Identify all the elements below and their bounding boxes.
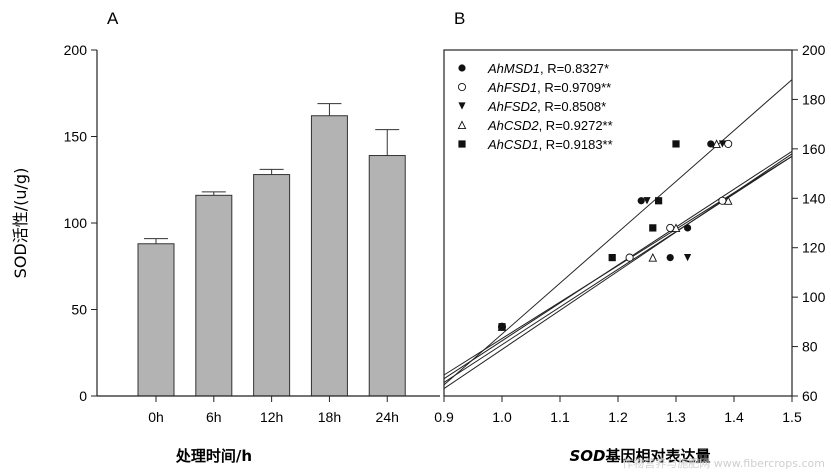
panel-b-legend-entry: AhMSD1, R=0.8327* — [487, 61, 609, 76]
panel-b-x-axis-label: SOD基因相对表达量 — [569, 447, 710, 465]
panel-b-x-tick-label: 1.0 — [492, 409, 512, 425]
panel-b-y-tick-label: 100 — [802, 289, 826, 305]
panel-b-point-AhCSD1 — [672, 140, 680, 148]
panel-b-y-tick-label: 160 — [802, 141, 826, 157]
panel-b-x-tick-label: 0.9 — [434, 409, 454, 425]
panel-b-point-AhFSD2 — [684, 254, 692, 262]
panel-b-legend-r: , R=0.9709** — [537, 80, 611, 95]
panel-b-legend-entry: AhFSD2, R=0.8508* — [487, 99, 606, 114]
panel-b-legend-marker-AhMSD1 — [458, 64, 466, 72]
panel-b-point-AhMSD1 — [707, 140, 715, 148]
panel-a-y-tick-label: 100 — [64, 215, 88, 231]
panel-b-y-tick-label: 180 — [802, 91, 826, 107]
panel-b-x-axis-label-text: 基因相对表达量 — [605, 447, 711, 465]
panel-a-bar-6h — [195, 194, 233, 397]
panel-b-point-AhCSD1 — [608, 254, 616, 262]
panel-b-y-tick-label: 60 — [802, 388, 818, 404]
panel-b-y-tick-label: 140 — [802, 190, 826, 206]
panel-a-label: A — [107, 9, 119, 28]
panel-b-legend-marker-AhCSD2 — [457, 120, 467, 130]
panel-b-point-AhCSD1 — [498, 323, 506, 331]
panel-a-x-tick-label: 0h — [148, 409, 164, 425]
panel-a-y-tick-label: 200 — [64, 42, 88, 58]
panel-b-legend-gene: AhFSD1 — [487, 80, 537, 95]
panel-b-point-AhFSD1 — [724, 139, 733, 148]
watermark-text: 作物营养与施肥网 www.fibercrops.com — [622, 457, 825, 470]
panel-b-point-AhCSD2 — [648, 252, 658, 262]
panel-a-y-tick-label: 150 — [64, 129, 88, 145]
panel-b-regression-line-AhCSD1 — [443, 150, 793, 380]
panel-b-x-axis-label-gene: SOD — [569, 447, 605, 465]
panel-b-point-AhMSD1 — [666, 254, 674, 262]
panel-b-point-AhCSD1 — [649, 224, 657, 232]
panel-a-bar-18h — [310, 115, 348, 397]
panel-a-y-axis-label: SOD活性/(u/g) — [11, 168, 30, 279]
panel-b-point-AhMSD1 — [684, 224, 692, 232]
panel-b-legend-gene: AhMSD1 — [487, 61, 540, 76]
panel-b-point-AhFSD2 — [643, 197, 651, 205]
panel-a-y-tick-label: 0 — [79, 388, 87, 404]
panel-a-bars — [137, 103, 406, 397]
panel-a-x-tick-label: 12h — [260, 409, 283, 425]
panel-a-axes: 0 50 100 150 200 0h 6h 12h 18h 24h — [64, 42, 440, 425]
panel-b-legend: AhMSD1, R=0.8327*AhFSD1, R=0.9709**AhFSD… — [457, 61, 613, 152]
panel-b-legend-entry: AhFSD1, R=0.9709** — [487, 80, 611, 95]
panel-b-legend-r: , R=0.8327* — [540, 61, 609, 76]
panel-b-legend-gene: AhCSD2 — [487, 118, 539, 133]
panel-b-point-AhCSD2 — [671, 223, 681, 232]
panel-b-point-AhFSD2 — [718, 140, 726, 148]
panel-b-x-tick-label: 1.5 — [782, 409, 802, 425]
panel-b-regression-line-AhCSD2 — [443, 155, 793, 376]
panel-b-legend-marker-AhFSD1 — [457, 82, 467, 92]
panel-a-bar-24h — [368, 155, 406, 397]
panel-b-legend-gene: AhFSD2 — [487, 99, 538, 114]
panel-b-legend-gene: AhCSD1 — [487, 137, 539, 152]
panel-b-y-tick-label: 80 — [802, 339, 818, 355]
panel-b-x-tick-label: 1.2 — [608, 409, 628, 425]
panel-b-legend-entry: AhCSD1, R=0.9183** — [487, 137, 613, 152]
panel-b-points — [497, 139, 733, 331]
panel-b-label: B — [454, 9, 465, 28]
panel-b-regression-line-AhMSD1 — [443, 155, 793, 383]
panel-b-axes: 0.9 1.0 1.1 1.2 1.3 1.4 1.560 80 100 120 140 160 180… — [434, 42, 825, 425]
panel-a-x-tick-label: 6h — [206, 409, 222, 425]
panel-b-legend-marker-AhFSD2 — [458, 102, 466, 110]
panel-b-regression-line-AhFSD1 — [443, 79, 793, 386]
panel-b-x-tick-label: 1.1 — [550, 409, 570, 425]
panel-b-legend-r: , R=0.9272** — [539, 118, 613, 133]
panel-b-point-AhMSD1 — [637, 197, 645, 205]
panel-a-bar-0h — [137, 243, 175, 397]
panel-b-regression-lines — [443, 79, 793, 390]
panel-b-point-AhCSD2 — [712, 139, 721, 148]
panel-b: B 0.9 1.0 1.1 1.2 1.3 1.4 1.560 80 100 120 140 160 1… — [434, 9, 825, 465]
panel-a-x-tick-label: 24h — [376, 409, 399, 425]
panel-b-legend-r: , R=0.9183** — [539, 137, 613, 152]
panel-b-point-AhCSD2 — [723, 196, 733, 205]
panel-a-x-tick-label: 18h — [318, 409, 341, 425]
panel-b-legend-r: , R=0.8508* — [537, 99, 606, 114]
panel-b-y-tick-label: 120 — [802, 240, 826, 256]
panel-a-x-axis-label: 处理时间/h — [175, 447, 252, 465]
panel-b-point-AhFSD1 — [625, 253, 634, 262]
panel-b-legend-entry: AhCSD2, R=0.9272** — [487, 118, 613, 133]
panel-a-y-tick-label: 50 — [71, 302, 87, 318]
panel-b-legend-marker-AhCSD1 — [458, 140, 466, 148]
panel-a-bar-12h — [253, 174, 291, 397]
panel-b-x-tick-label: 1.3 — [666, 409, 686, 425]
panel-b-x-tick-label: 1.4 — [724, 409, 744, 425]
panel-b-y-tick-label: 200 — [802, 42, 826, 58]
panel-b-point-AhCSD1 — [655, 197, 663, 205]
